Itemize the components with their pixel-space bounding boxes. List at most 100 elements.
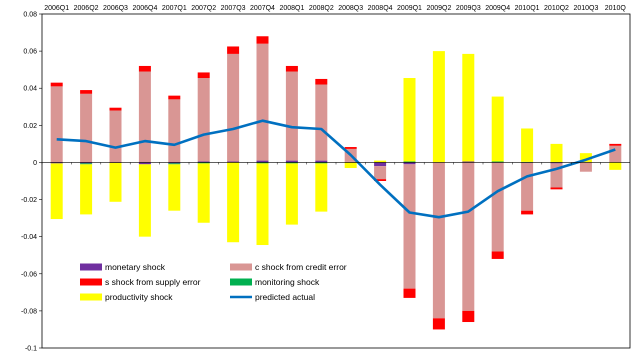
bar-c-shock-from-credit-error-2007Q1 xyxy=(168,99,181,163)
legend-swatch xyxy=(230,263,252,271)
bar-monetary-shock-2007Q2 xyxy=(197,161,210,163)
bar-c-shock-from-credit-error-2009Q3 xyxy=(462,162,475,311)
x-tick-label: 2006Q2 xyxy=(74,5,99,12)
y-tick-label: 0.04 xyxy=(23,86,37,93)
plot-area xyxy=(50,36,622,330)
legend-label: productivity shock xyxy=(105,292,173,302)
bar-productivity-shock-2010Q1 xyxy=(521,128,534,162)
bar-monitoring-shock-2008Q1 xyxy=(285,162,298,164)
y-tick-label: -0.08 xyxy=(21,308,37,315)
bar-productivity-shock-2006Q3 xyxy=(109,162,122,202)
bar-monetary-shock-2006Q1 xyxy=(50,162,63,164)
bar-s-shock-from-supply-error-2009Q2 xyxy=(432,318,445,330)
bar-s-shock-from-supply-error-2006Q1 xyxy=(50,82,63,87)
bar-productivity-shock-2010Q2 xyxy=(550,143,563,163)
bar-productivity-shock-2009Q2 xyxy=(432,51,445,163)
bar-monetary-shock-2010Q2 xyxy=(550,162,563,164)
x-tick-label: 2007Q1 xyxy=(162,5,187,12)
bar-s-shock-from-supply-error-2006Q2 xyxy=(80,90,93,94)
legend-label: s shock from supply error xyxy=(105,277,201,287)
bar-s-shock-from-supply-error-2008Q4 xyxy=(374,179,387,181)
legend-swatch xyxy=(80,278,102,286)
x-tick-label: 2010Q1 xyxy=(515,5,540,12)
bar-c-shock-from-credit-error-2007Q2 xyxy=(197,78,210,162)
bar-monitoring-shock-2006Q2 xyxy=(80,163,93,165)
bar-monitoring-shock-2007Q1 xyxy=(168,163,181,165)
bar-c-shock-from-credit-error-2006Q4 xyxy=(138,71,151,163)
bar-monetary-shock-2008Q4 xyxy=(374,162,387,167)
x-tick-label: 2008Q4 xyxy=(368,5,393,12)
bar-monetary-shock-2006Q4 xyxy=(138,162,151,165)
bar-monetary-shock-2007Q1 xyxy=(168,162,181,164)
bar-c-shock-from-credit-error-2009Q4 xyxy=(491,162,504,252)
bar-productivity-shock-2010Q3 xyxy=(579,153,592,163)
bar-monitoring-shock-2007Q4 xyxy=(256,162,269,164)
bar-monitoring-shock-2008Q2 xyxy=(315,162,328,164)
bar-c-shock-from-credit-error-2010Q4 xyxy=(609,145,622,163)
y-tick-label: 0.08 xyxy=(23,12,37,19)
bar-monetary-shock-2008Q2 xyxy=(315,160,328,163)
bar-productivity-shock-2007Q4 xyxy=(256,163,269,246)
y-tick-label: -0.1 xyxy=(25,346,37,353)
x-tick-label: 2008Q1 xyxy=(279,5,304,12)
bar-s-shock-from-supply-error-2008Q3 xyxy=(344,147,357,149)
legend-swatch xyxy=(80,293,102,301)
bar-monitoring-shock-2009Q4 xyxy=(491,161,504,163)
x-tick-label: 2006Q3 xyxy=(103,5,128,12)
y-tick-label: 0.06 xyxy=(23,49,37,56)
y-tick-label: -0.04 xyxy=(21,234,37,241)
x-tick-label: 2010Q2 xyxy=(544,5,569,12)
bar-s-shock-from-supply-error-2006Q4 xyxy=(138,65,151,72)
bar-s-shock-from-supply-error-2007Q1 xyxy=(168,95,181,100)
x-tick-label: 2009Q3 xyxy=(456,5,481,12)
bar-c-shock-from-credit-error-2010Q1 xyxy=(521,162,534,211)
x-tick-label: 2009Q1 xyxy=(397,5,422,12)
bar-s-shock-from-supply-error-2010Q4 xyxy=(609,143,622,146)
bar-productivity-shock-2008Q4 xyxy=(374,160,387,163)
plot-border xyxy=(41,13,631,349)
bar-c-shock-from-credit-error-2006Q3 xyxy=(109,110,122,163)
bar-productivity-shock-2006Q2 xyxy=(80,164,93,215)
x-tick-label: 2008Q3 xyxy=(338,5,363,12)
bar-s-shock-from-supply-error-2010Q1 xyxy=(521,210,534,215)
bar-s-shock-from-supply-error-2009Q3 xyxy=(462,310,475,323)
bar-c-shock-from-credit-error-2009Q2 xyxy=(432,162,445,319)
bar-c-shock-from-credit-error-2008Q1 xyxy=(285,71,298,161)
y-tick-label: 0 xyxy=(33,160,37,167)
bar-productivity-shock-2009Q3 xyxy=(462,53,475,162)
legend-label: predicted actual xyxy=(255,292,315,302)
legend-label: monetary shock xyxy=(105,262,166,272)
bar-monetary-shock-2009Q3 xyxy=(462,161,475,163)
bar-s-shock-from-supply-error-2007Q4 xyxy=(256,36,269,44)
x-tick-label: 2009Q4 xyxy=(485,5,510,12)
bar-productivity-shock-2007Q1 xyxy=(168,164,181,211)
bar-productivity-shock-2009Q4 xyxy=(491,96,504,162)
bar-c-shock-from-credit-error-2007Q4 xyxy=(256,43,269,161)
bar-s-shock-from-supply-error-2008Q1 xyxy=(285,65,298,72)
legend: monetary shock c shock from credit error s… xyxy=(80,262,347,302)
bar-s-shock-from-supply-error-2009Q1 xyxy=(403,288,416,298)
x-tick-label: 2009Q2 xyxy=(426,5,451,12)
x-tick-label: 2010Q xyxy=(605,5,627,12)
bar-monitoring-shock-2007Q2 xyxy=(197,162,210,164)
bar-c-shock-from-credit-error-2008Q2 xyxy=(315,84,328,161)
bar-c-shock-from-credit-error-2009Q1 xyxy=(403,164,416,289)
bar-c-shock-from-credit-error-2007Q3 xyxy=(227,53,240,162)
x-tick-label: 2007Q2 xyxy=(191,5,216,12)
y-tick-label: 0.02 xyxy=(23,123,37,130)
bar-s-shock-from-supply-error-2008Q2 xyxy=(315,78,328,85)
bar-monetary-shock-2007Q3 xyxy=(227,161,240,163)
axes: -0.1 -0.08 -0.06 -0.04 -0.02 0 0.02 0.04 0.06 0.0… xyxy=(21,5,631,353)
bar-s-shock-from-supply-error-2006Q3 xyxy=(109,107,122,111)
bar-productivity-shock-2009Q1 xyxy=(403,78,416,162)
x-tick-label: 2007Q3 xyxy=(221,5,246,12)
x-tick-label: 2006Q1 xyxy=(44,5,69,12)
bar-monitoring-shock-2009Q1 xyxy=(403,161,416,163)
bar-s-shock-from-supply-error-2007Q3 xyxy=(227,46,240,54)
bar-monetary-shock-2006Q2 xyxy=(80,162,93,164)
bar-productivity-shock-2008Q3 xyxy=(344,162,357,169)
bar-monetary-shock-2007Q4 xyxy=(256,160,269,163)
x-tick-label: 2007Q4 xyxy=(250,5,275,12)
y-tick-label: -0.06 xyxy=(21,271,37,278)
